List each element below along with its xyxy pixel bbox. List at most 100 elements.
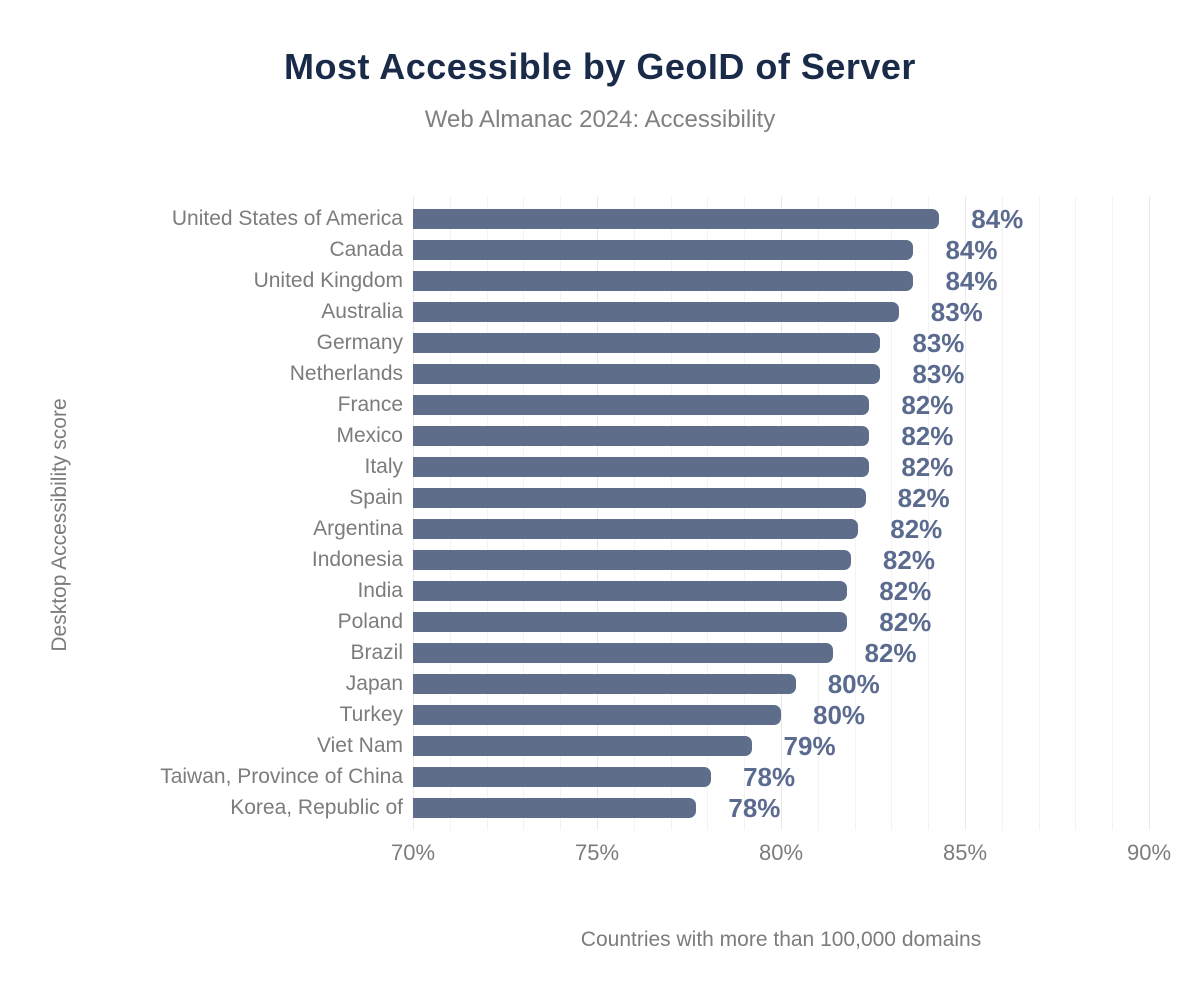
bar-row: Taiwan, Province of China 78% xyxy=(160,761,1149,792)
value-label: 82% xyxy=(879,575,932,606)
country-label: United Kingdom xyxy=(253,269,403,292)
country-label: Japan xyxy=(345,672,403,695)
country-label: Germany xyxy=(316,331,403,354)
value-label: 82% xyxy=(901,451,954,482)
gridline xyxy=(449,196,451,830)
bar-row: Mexico 82% xyxy=(336,420,1149,451)
bar-row: France 82% xyxy=(338,389,1149,420)
bar-row: Canada 84% xyxy=(329,234,1149,265)
x-axis-ticks: 70% 75% 80% 85% 90% xyxy=(391,840,1171,866)
bar-row: Turkey 80% xyxy=(340,699,1149,730)
bar xyxy=(413,735,752,756)
page-subtitle: Web Almanac 2024: Accessibility xyxy=(424,106,776,133)
value-label: 80% xyxy=(827,668,880,699)
bar-row: Australia 83% xyxy=(321,296,1149,327)
gridline xyxy=(560,196,562,830)
x-tick-label: 80% xyxy=(758,840,804,865)
bar xyxy=(413,487,866,508)
country-label: United States of America xyxy=(171,207,403,230)
country-label: Italy xyxy=(364,455,403,478)
value-label: 82% xyxy=(897,482,950,513)
bar-row: Brazil 82% xyxy=(350,637,1149,668)
bar xyxy=(413,704,781,725)
bar xyxy=(413,332,881,353)
gridline xyxy=(744,196,746,830)
gridline xyxy=(817,196,819,830)
country-label: Argentina xyxy=(313,517,403,540)
bar xyxy=(413,673,796,694)
x-tick-label: 85% xyxy=(942,840,988,865)
value-label: 82% xyxy=(882,544,935,575)
country-label: France xyxy=(337,393,403,416)
country-label: Netherlands xyxy=(289,362,403,385)
country-label: Canada xyxy=(329,238,403,261)
value-label: 80% xyxy=(813,699,866,730)
bar-row: Indonesia 82% xyxy=(312,544,1149,575)
gridline xyxy=(1149,196,1150,830)
gridline xyxy=(597,196,598,830)
gridline xyxy=(633,196,635,830)
x-axis-title: Countries with more than 100,000 domains xyxy=(580,928,982,951)
bar xyxy=(413,239,914,260)
gridline xyxy=(707,196,709,830)
bar-row: Germany 83% xyxy=(317,327,1149,358)
country-label: Turkey xyxy=(339,703,403,726)
bar xyxy=(413,456,870,477)
bar xyxy=(413,611,848,632)
country-label: Poland xyxy=(337,610,403,633)
bar xyxy=(413,394,870,415)
gridline xyxy=(891,196,893,830)
bar-row: Viet Nam 79% xyxy=(317,730,1149,761)
gridline xyxy=(1075,196,1077,830)
bar xyxy=(413,270,914,291)
bar-row: Spain 82% xyxy=(349,482,1149,513)
bar-row: Korea, Republic of 78% xyxy=(230,792,1149,823)
gridline xyxy=(1112,196,1114,830)
gridline xyxy=(1001,196,1003,830)
gridline xyxy=(965,196,966,830)
gridline xyxy=(486,196,488,830)
value-label: 82% xyxy=(890,513,943,544)
bar xyxy=(413,549,851,570)
value-label: 83% xyxy=(912,358,965,389)
value-label: 79% xyxy=(783,730,836,761)
gridline xyxy=(670,196,672,830)
bar xyxy=(413,642,833,663)
bar-row: United States of America 84% xyxy=(172,203,1149,234)
bar xyxy=(413,425,870,446)
country-label: Viet Nam xyxy=(317,734,403,757)
bar-rows: United States of America 84% Canada 84% Unit… xyxy=(160,203,1149,823)
x-tick-label: 70% xyxy=(390,840,436,865)
bar-row: Netherlands 83% xyxy=(290,358,1149,389)
country-label: Korea, Republic of xyxy=(230,796,403,819)
country-label: Taiwan, Province of China xyxy=(160,765,403,788)
bar xyxy=(413,363,881,384)
bar-row: India 82% xyxy=(357,575,1149,606)
bar-row: Poland 82% xyxy=(338,606,1149,637)
y-axis-title: Desktop Accessibility score xyxy=(48,398,71,652)
country-label: Australia xyxy=(321,300,403,323)
bar-row: Italy 82% xyxy=(364,451,1149,482)
country-label: Mexico xyxy=(336,424,403,447)
plot-area: United States of America 84% Canada 84% Unit… xyxy=(160,196,1171,951)
x-tick-label: 90% xyxy=(1126,840,1172,865)
value-label: 82% xyxy=(879,606,932,637)
bar xyxy=(413,518,859,539)
gridline xyxy=(928,196,930,830)
gridline xyxy=(413,196,414,830)
country-label: Brazil xyxy=(350,641,403,664)
gridline xyxy=(781,196,782,830)
value-label: 83% xyxy=(930,296,983,327)
country-label: India xyxy=(357,579,403,602)
gridline xyxy=(854,196,856,830)
bar xyxy=(413,797,697,818)
value-label: 84% xyxy=(945,234,998,265)
bar-row: United Kingdom 84% xyxy=(254,265,1149,296)
bar-row: Japan 80% xyxy=(346,668,1149,699)
bar xyxy=(413,580,848,601)
value-label: 78% xyxy=(728,792,781,823)
value-label: 82% xyxy=(864,637,917,668)
bar xyxy=(413,766,712,787)
value-label: 82% xyxy=(901,420,954,451)
